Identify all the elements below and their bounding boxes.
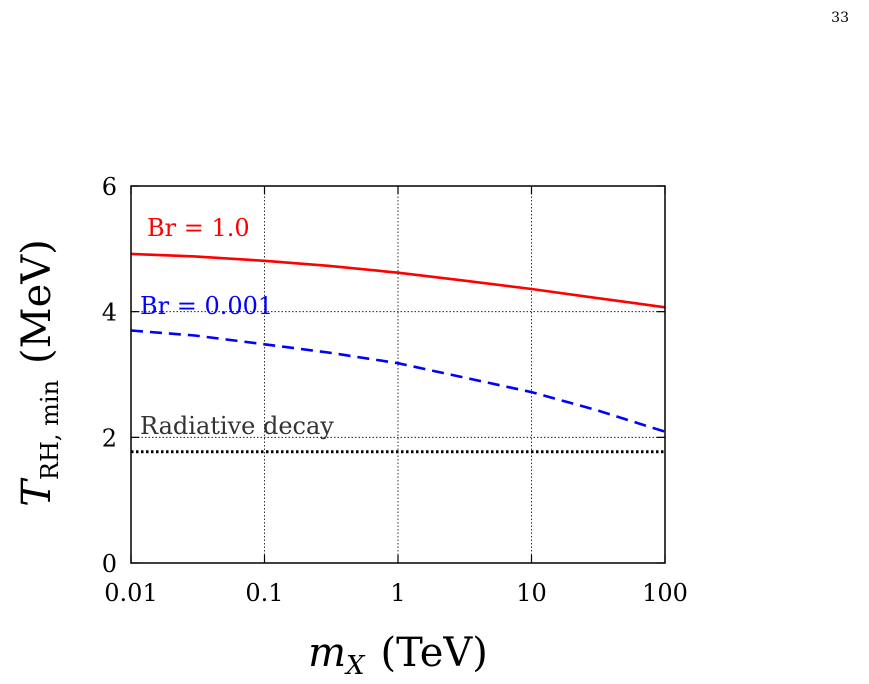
y-tick-label: 0 (102, 550, 117, 578)
series-label-1: Br = 0.001 (140, 292, 273, 320)
y-tick-label: 2 (102, 424, 117, 452)
x-axis-unit: (TeV) (381, 630, 488, 676)
y-axis-subscript: RH, min (36, 380, 64, 480)
y-axis-unit: (MeV) (14, 239, 60, 364)
x-tick-label: 0.01 (104, 579, 157, 607)
y-tick-label: 4 (102, 299, 117, 327)
series-label-2: Radiative decay (140, 412, 334, 440)
y-tick-label: 6 (102, 173, 117, 201)
series-labels: Br = 1.0 Br = 0.001 Radiative decay (140, 214, 334, 440)
y-axis-variable: T (14, 477, 60, 507)
x-axis-subscript: X (344, 651, 366, 681)
axis-labels: mX (TeV) TRH, min (MeV) (14, 239, 488, 681)
series-line-1 (130, 329, 666, 433)
series-line-0 (130, 252, 666, 309)
series-label-0: Br = 1.0 (147, 214, 250, 242)
page-number: 33 (831, 10, 849, 26)
x-tick-label: 100 (642, 579, 688, 607)
axis-ticks: 0.01 0.1 1 10 100 0 2 4 6 (102, 173, 688, 607)
x-tick-label: 0.1 (245, 579, 283, 607)
y-axis-label: TRH, min (MeV) (14, 239, 64, 507)
series-lines (130, 252, 666, 454)
x-tick-label: 1 (390, 579, 405, 607)
x-axis-label: mX (TeV) (308, 630, 488, 681)
x-tick-label: 10 (516, 579, 547, 607)
grid-lines (131, 186, 665, 563)
x-axis-variable: m (308, 630, 346, 676)
